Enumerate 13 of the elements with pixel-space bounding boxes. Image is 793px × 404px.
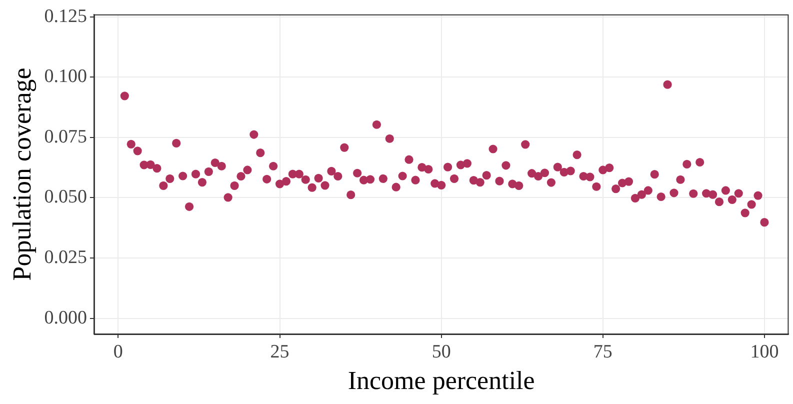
- x-tick-label: 25: [270, 341, 290, 362]
- y-tick-label: 0.125: [44, 6, 87, 27]
- x-tick-label: 100: [750, 341, 779, 362]
- y-tick-label: 0.000: [44, 307, 87, 328]
- y-tick-label: 0.075: [44, 126, 87, 148]
- y-tick-label: 0.100: [44, 66, 87, 88]
- y-tick-label: 0.050: [44, 186, 87, 208]
- x-tick-label: 50: [432, 341, 451, 362]
- x-tick-label: 75: [593, 341, 612, 362]
- x-axis-title: Income percentile: [348, 366, 535, 396]
- y-tick-label: 0.025: [44, 247, 87, 268]
- y-axis-title: Population coverage: [7, 68, 36, 281]
- x-tick-label: 0: [113, 341, 123, 362]
